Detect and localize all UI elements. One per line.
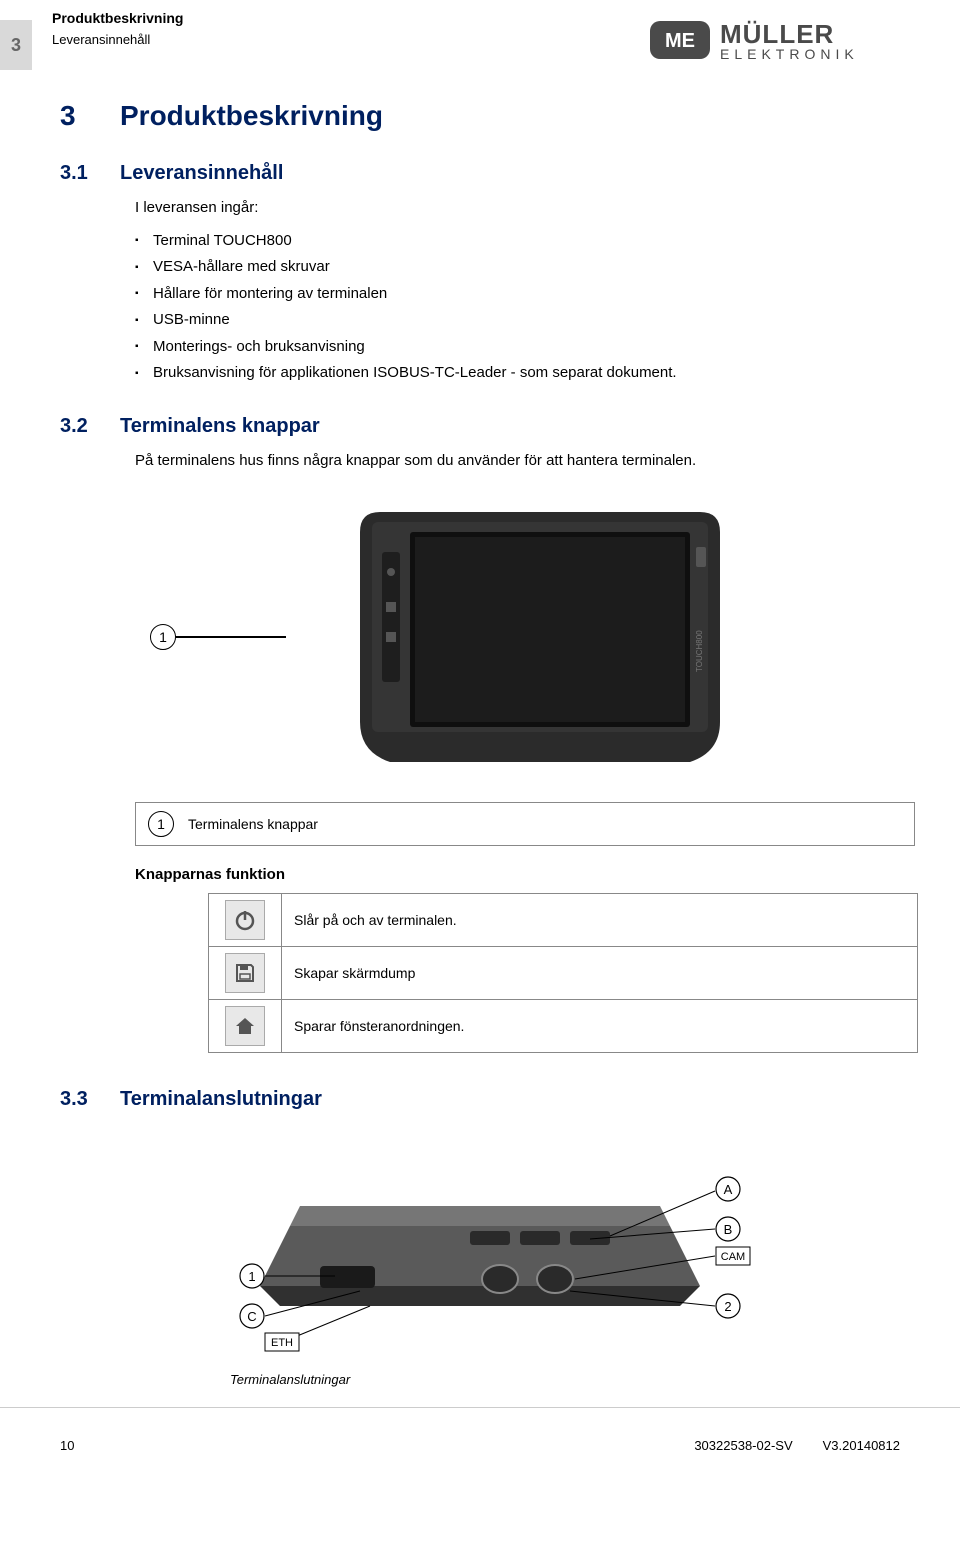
section-3-2-intro: På terminalens hus finns några knappar s… xyxy=(135,450,900,473)
section-heading-3-3: 3.3 Terminalanslutningar xyxy=(60,1088,900,1111)
table-row: Slår på och av terminalen. xyxy=(209,894,918,947)
page-header: 3 Produktbeskrivning Leveransinnehåll ME… xyxy=(0,0,960,70)
logo-sub: ELEKTRONIK xyxy=(720,46,859,62)
delivery-list: Terminal TOUCH800 VESA-hållare med skruv… xyxy=(135,230,900,385)
footer-page: 10 xyxy=(60,1438,74,1453)
svg-text:ETH: ETH xyxy=(271,1337,293,1349)
list-item: Hållare för montering av terminalen xyxy=(135,283,900,306)
svg-text:C: C xyxy=(247,1309,256,1324)
section-title: Terminalanslutningar xyxy=(120,1088,322,1111)
page-footer: 10 30322538-02-SV V3.20140812 xyxy=(0,1407,960,1473)
terminal-device-icon: TOUCH800 xyxy=(350,492,730,782)
table-row: Sparar fönsteranordningen. xyxy=(209,1000,918,1053)
logo-badge-text: ME xyxy=(665,30,695,52)
list-item: USB-minne xyxy=(135,309,900,332)
chapter-heading: 3 Produktbeskrivning xyxy=(60,100,900,132)
section-title: Leveransinnehåll xyxy=(120,162,283,185)
button-functions-table: Slår på och av terminalen. Skapar skärmd… xyxy=(208,893,918,1053)
table-row: Skapar skärmdump xyxy=(209,947,918,1000)
svg-text:TOUCH800: TOUCH800 xyxy=(695,630,704,672)
section-heading-3-1: 3.1 Leveransinnehåll xyxy=(60,162,900,185)
chapter-title: Produktbeskrivning xyxy=(120,100,383,132)
power-icon xyxy=(225,900,265,940)
save-icon-cell xyxy=(209,947,282,1000)
callout-1-number: 1 xyxy=(150,624,176,650)
terminal-illustration: 1 TOUCH800 xyxy=(60,492,900,782)
section-tab: 3 xyxy=(0,20,32,70)
legend-row: 1 Terminalens knappar xyxy=(135,802,915,846)
footer-doc: 30322538-02-SV xyxy=(694,1438,792,1453)
callout-1: 1 xyxy=(150,624,286,650)
power-desc: Slår på och av terminalen. xyxy=(282,894,918,947)
connections-illustration: A B CAM 2 1 C ETH Terminalanslutningar xyxy=(60,1131,900,1387)
svg-text:CAM: CAM xyxy=(721,1251,745,1263)
save-icon xyxy=(225,953,265,993)
save-desc: Skapar skärmdump xyxy=(282,947,918,1000)
svg-text:B: B xyxy=(724,1222,733,1237)
section-3-1-intro: I leveransen ingår: xyxy=(135,197,900,220)
svg-text:2: 2 xyxy=(724,1299,731,1314)
functions-subhead: Knapparnas funktion xyxy=(135,866,900,883)
power-icon-cell xyxy=(209,894,282,947)
footer-version: V3.20140812 xyxy=(823,1438,900,1453)
section-title: Terminalens knappar xyxy=(120,415,320,438)
section-number: 3.2 xyxy=(60,415,120,438)
legend-text: Terminalens knappar xyxy=(188,816,318,832)
svg-text:1: 1 xyxy=(248,1269,255,1284)
header-title: Produktbeskrivning xyxy=(52,10,183,26)
home-icon xyxy=(225,1006,265,1046)
section-number: 3.3 xyxy=(60,1088,120,1111)
list-item: Terminal TOUCH800 xyxy=(135,230,900,253)
svg-text:A: A xyxy=(724,1182,733,1197)
header-titles: Produktbeskrivning Leveransinnehåll xyxy=(32,10,183,47)
brand-logo: ME MÜLLER ELEKTRONIK xyxy=(650,15,920,70)
chapter-number: 3 xyxy=(60,100,120,132)
home-icon-cell xyxy=(209,1000,282,1053)
section-heading-3-2: 3.2 Terminalens knappar xyxy=(60,415,900,438)
home-desc: Sparar fönsteranordningen. xyxy=(282,1000,918,1053)
connections-caption: Terminalanslutningar xyxy=(60,1372,900,1387)
legend-number: 1 xyxy=(148,811,174,837)
logo-brand: MÜLLER xyxy=(720,19,834,49)
list-item: VESA-hållare med skruvar xyxy=(135,256,900,279)
header-subtitle: Leveransinnehåll xyxy=(52,32,183,47)
section-3-2-body: På terminalens hus finns några knappar s… xyxy=(60,450,900,473)
list-item: Bruksanvisning för applikationen ISOBUS-… xyxy=(135,362,900,385)
list-item: Monterings- och bruksanvisning xyxy=(135,336,900,359)
section-number: 3.1 xyxy=(60,162,120,185)
section-3-1-body: I leveransen ingår: Terminal TOUCH800 VE… xyxy=(60,197,900,385)
